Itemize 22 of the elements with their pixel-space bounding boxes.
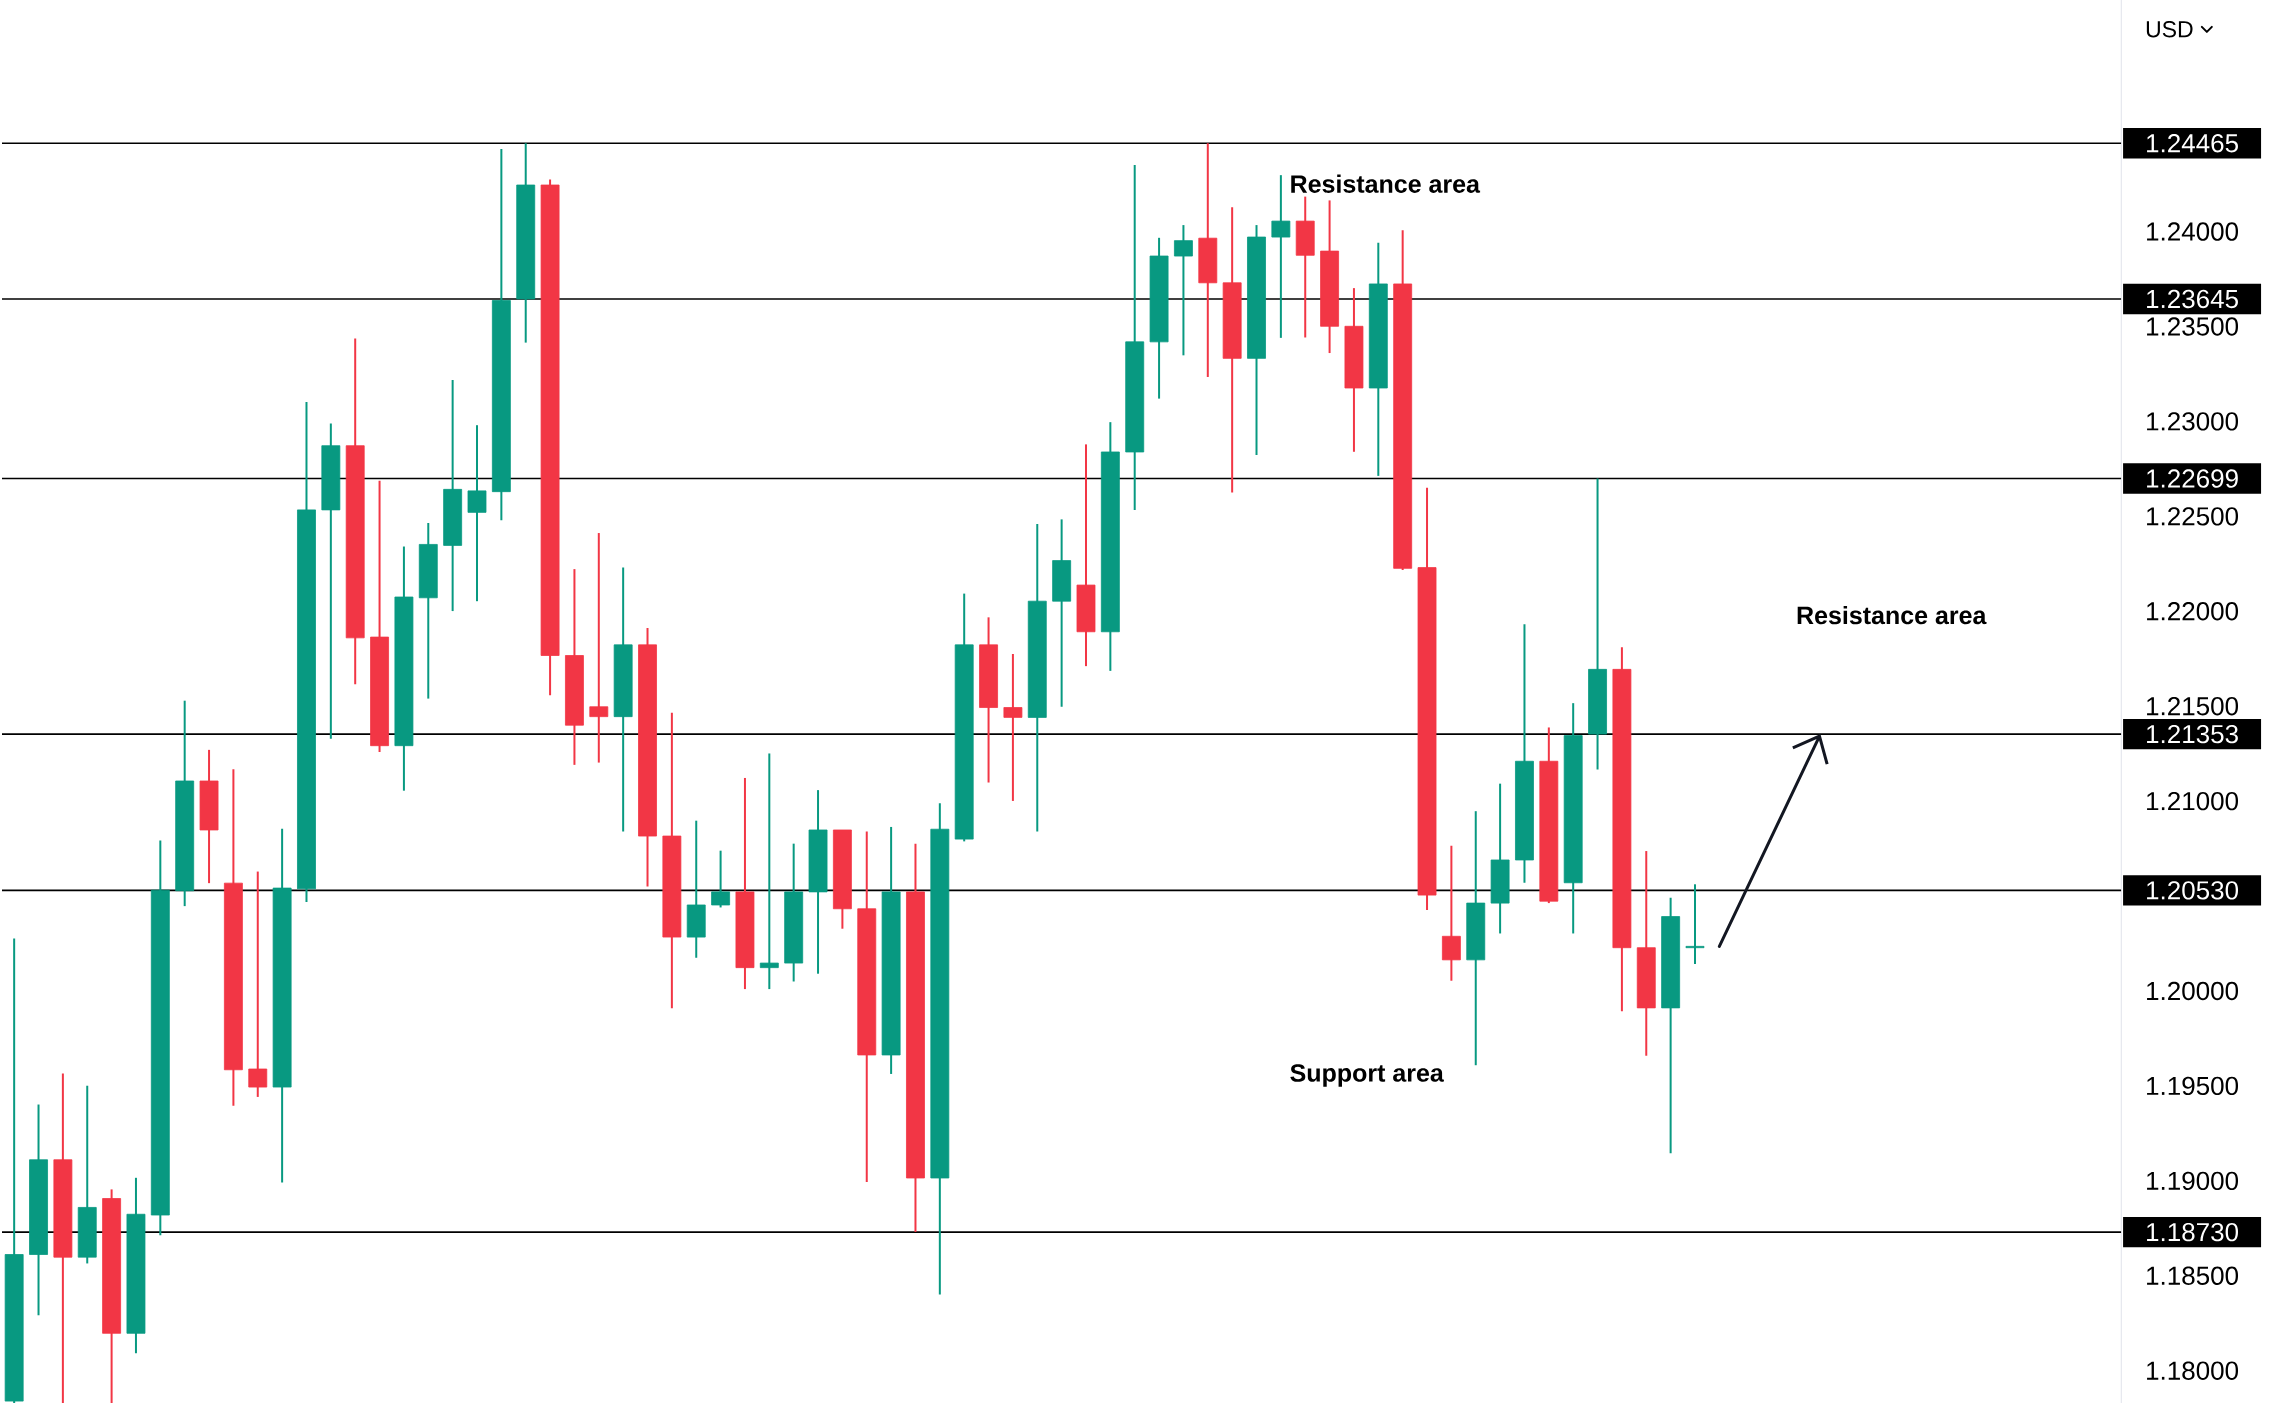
y-axis-title: USD: [2146, 21, 2193, 38]
y-tick-label: 1.21500: [2147, 696, 2239, 716]
y-tick-label: 1.20000: [2147, 981, 2239, 1001]
y-tick-label: 1.19000: [2147, 1171, 2239, 1191]
ref-line-label: 1.24465: [2147, 134, 2238, 153]
y-tick-label: 1.21000: [2147, 791, 2239, 811]
y-tick-label: 1.19500: [2147, 1076, 2239, 1096]
ref-line-label: 1.22699: [2147, 469, 2238, 488]
y-tick-label: 1.23000: [2147, 412, 2239, 431]
ref-line-label: 1.18730: [2147, 1222, 2239, 1242]
ref-line-label: 1.23645: [2147, 289, 2238, 309]
y-tick-label: 1.24000: [2147, 222, 2239, 241]
y-tick-label: 1.22500: [2147, 507, 2239, 526]
y-tick-label: 1.18500: [2147, 1266, 2239, 1285]
y-tick-label: 1.18000: [2147, 1361, 2239, 1380]
annotation: Support area: [1290, 1064, 1444, 1087]
ref-line-label: 1.21353: [2147, 724, 2238, 744]
annotation: Resistance area: [1797, 605, 1987, 625]
ref-line-label: 1.20530: [2147, 881, 2239, 900]
y-tick-label: 1.22000: [2147, 602, 2239, 621]
annotation: Resistance area: [1291, 174, 1481, 193]
y-tick-label: 1.23500: [2147, 317, 2239, 336]
